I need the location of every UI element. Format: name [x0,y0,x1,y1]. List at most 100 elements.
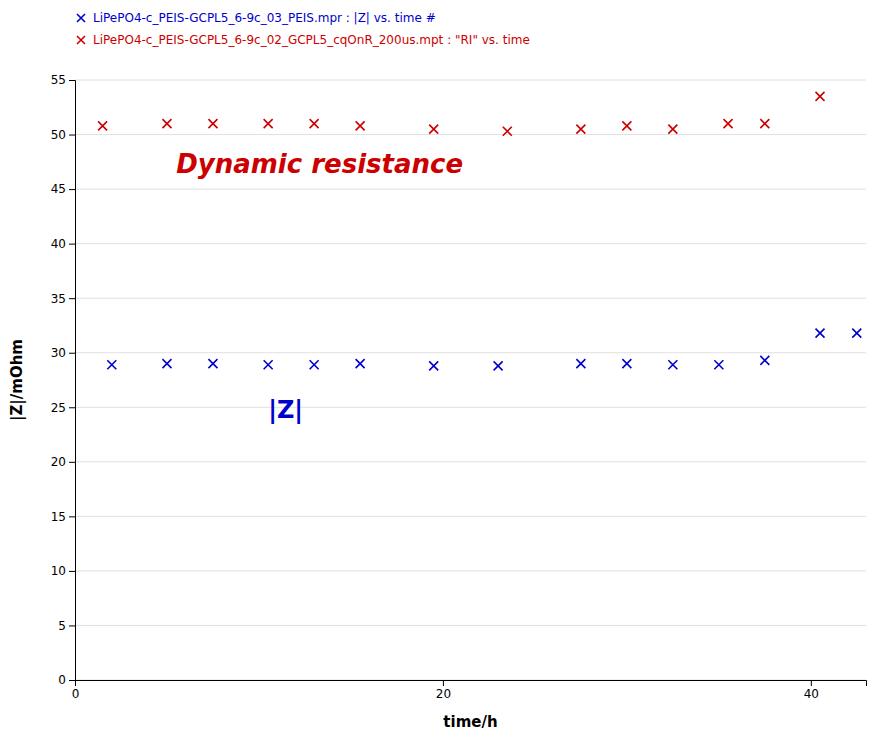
grid-line [75,516,866,517]
annotations: Dynamic resistance |Z| [176,149,463,424]
point [310,360,319,369]
tick-label: 10 [51,564,66,578]
grid-line [75,570,866,571]
tick: 40 [51,237,75,251]
point [208,359,217,368]
tick: 15 [51,510,75,524]
grid-line [75,298,866,299]
point [816,92,825,101]
legend-symbol [77,36,85,44]
axis-line [69,81,76,681]
legend-symbol [77,14,85,22]
point [356,121,365,130]
point [622,121,631,130]
point [107,360,116,369]
tick: 55 [51,73,75,87]
tick-mark [69,516,75,517]
tick-mark [69,407,75,408]
legend: LiPePO4-c_PEIS-GCPL5_6-9c_03_PEIS.mpr : … [77,11,530,47]
tick-label: 20 [436,687,451,701]
tick: 20 [51,455,75,469]
series [98,92,824,136]
tick-mark [69,80,75,81]
tick-label: 5 [58,619,66,633]
point [208,119,217,128]
tick: 45 [51,182,75,196]
point [162,359,171,368]
plot: 0 20 40 0 5 10 15 20 25 30 35 40 45 50 55 Dynamic resis… [51,73,867,700]
tick: 25 [51,401,75,415]
tick: 10 [51,564,75,578]
tick-label: 0 [72,687,80,701]
point [356,359,365,368]
grid-line [75,80,866,81]
tick-label: 40 [51,237,66,251]
tick-mark [69,244,75,245]
point [668,360,677,369]
x-axis: 0 20 40 [72,680,867,701]
marks [98,92,861,370]
grid-line [75,625,866,626]
tick: 35 [51,292,75,306]
tick-mark [811,680,812,686]
tick-label: 15 [51,510,66,524]
tick-label: 0 [58,673,66,687]
tick: 40 [804,680,819,701]
tick-label: 30 [51,346,66,360]
x-axis-title: time/h [443,713,497,731]
point [724,119,733,128]
tick-mark [69,353,75,354]
point [576,125,585,134]
tick-mark [69,625,75,626]
tick: 0 [72,680,80,701]
annotation: Dynamic resistance [176,149,463,179]
tick-mark [69,135,75,136]
tick-label: 25 [51,401,66,415]
axis-line [76,681,867,687]
point [98,121,107,130]
point [264,360,273,369]
tick: 0 [58,673,75,687]
chart: 0 20 40 0 5 10 15 20 25 30 35 40 45 50 55 Dynamic resis… [0,0,896,745]
tick: 50 [51,128,75,142]
grid [75,80,866,680]
point [760,356,769,365]
tick-label: 45 [51,182,66,196]
grid-line [75,407,866,408]
y-axis: 0 5 10 15 20 25 30 35 40 45 50 55 [51,73,76,687]
point [429,125,438,134]
point [760,119,769,128]
point [162,119,171,128]
tick: 20 [436,680,451,701]
legend-label: LiPePO4-c_PEIS-GCPL5_6-9c_02_GCPL5_cqOnR… [93,33,530,47]
point [576,359,585,368]
tick-label: 40 [804,687,819,701]
point [816,329,825,338]
tick-label: 35 [51,292,66,306]
tick-mark [69,298,75,299]
annotation: |Z| [268,396,303,424]
tick-mark [443,680,444,686]
legend-item: LiPePO4-c_PEIS-GCPL5_6-9c_03_PEIS.mpr : … [77,11,436,25]
point [429,361,438,370]
point [310,119,319,128]
tick-label: 50 [51,128,66,142]
tick: 30 [51,346,75,360]
grid-line [75,134,866,135]
legend-label: LiPePO4-c_PEIS-GCPL5_6-9c_03_PEIS.mpr : … [93,11,436,25]
point [503,127,512,136]
tick-label: 55 [51,73,66,87]
series [107,329,861,371]
legend-item: LiPePO4-c_PEIS-GCPL5_6-9c_02_GCPL5_cqOnR… [77,33,530,47]
grid-line [75,189,866,190]
grid-line [75,461,866,462]
grid-line [75,352,866,353]
tick-mark [69,680,75,681]
point [264,119,273,128]
point [668,125,677,134]
point [622,359,631,368]
tick-mark [69,189,75,190]
point [494,361,503,370]
point [852,329,861,338]
grid-line [75,243,866,244]
